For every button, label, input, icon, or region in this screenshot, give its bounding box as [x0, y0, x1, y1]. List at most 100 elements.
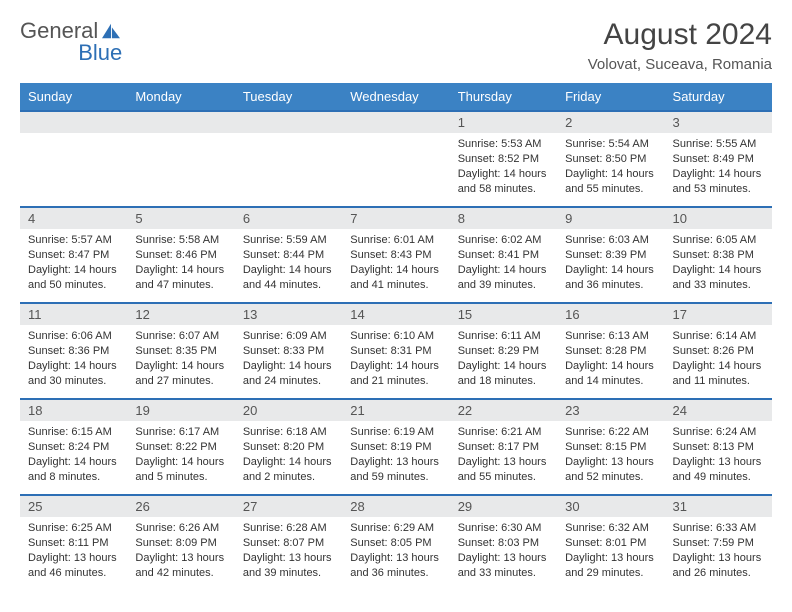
- day-number: 16: [557, 302, 664, 325]
- calendar-day-cell: 26Sunrise: 6:26 AMSunset: 8:09 PMDayligh…: [127, 494, 234, 590]
- weekday-header: Tuesday: [235, 83, 342, 110]
- calendar-day-cell: 5Sunrise: 5:58 AMSunset: 8:46 PMDaylight…: [127, 206, 234, 302]
- calendar-day-cell: 29Sunrise: 6:30 AMSunset: 8:03 PMDayligh…: [450, 494, 557, 590]
- day-details: Sunrise: 6:26 AMSunset: 8:09 PMDaylight:…: [127, 517, 234, 586]
- day-details: Sunrise: 6:05 AMSunset: 8:38 PMDaylight:…: [665, 229, 772, 298]
- day-details: Sunrise: 6:10 AMSunset: 8:31 PMDaylight:…: [342, 325, 449, 394]
- day-number: 24: [665, 398, 772, 421]
- day-details: Sunrise: 6:32 AMSunset: 8:01 PMDaylight:…: [557, 517, 664, 586]
- day-number: [342, 110, 449, 133]
- day-number: 31: [665, 494, 772, 517]
- calendar-day-cell: 17Sunrise: 6:14 AMSunset: 8:26 PMDayligh…: [665, 302, 772, 398]
- calendar-day-cell: 3Sunrise: 5:55 AMSunset: 8:49 PMDaylight…: [665, 110, 772, 206]
- day-details: Sunrise: 6:15 AMSunset: 8:24 PMDaylight:…: [20, 421, 127, 490]
- day-number: 3: [665, 110, 772, 133]
- day-number: 9: [557, 206, 664, 229]
- day-details: Sunrise: 6:11 AMSunset: 8:29 PMDaylight:…: [450, 325, 557, 394]
- day-number: 8: [450, 206, 557, 229]
- calendar-week-row: 4Sunrise: 5:57 AMSunset: 8:47 PMDaylight…: [20, 206, 772, 302]
- day-details: Sunrise: 6:03 AMSunset: 8:39 PMDaylight:…: [557, 229, 664, 298]
- calendar-day-cell: [235, 110, 342, 206]
- day-details: Sunrise: 6:30 AMSunset: 8:03 PMDaylight:…: [450, 517, 557, 586]
- day-number: [235, 110, 342, 133]
- day-details: Sunrise: 6:33 AMSunset: 7:59 PMDaylight:…: [665, 517, 772, 586]
- calendar-week-row: 25Sunrise: 6:25 AMSunset: 8:11 PMDayligh…: [20, 494, 772, 590]
- day-details: Sunrise: 6:24 AMSunset: 8:13 PMDaylight:…: [665, 421, 772, 490]
- day-number: 13: [235, 302, 342, 325]
- day-number: 7: [342, 206, 449, 229]
- day-details: Sunrise: 5:57 AMSunset: 8:47 PMDaylight:…: [20, 229, 127, 298]
- location-text: Volovat, Suceava, Romania: [588, 56, 772, 73]
- day-number: 21: [342, 398, 449, 421]
- day-number: 11: [20, 302, 127, 325]
- day-details: Sunrise: 5:59 AMSunset: 8:44 PMDaylight:…: [235, 229, 342, 298]
- calendar-day-cell: 10Sunrise: 6:05 AMSunset: 8:38 PMDayligh…: [665, 206, 772, 302]
- calendar-day-cell: 15Sunrise: 6:11 AMSunset: 8:29 PMDayligh…: [450, 302, 557, 398]
- calendar-day-cell: [342, 110, 449, 206]
- day-number: 4: [20, 206, 127, 229]
- calendar-day-cell: 21Sunrise: 6:19 AMSunset: 8:19 PMDayligh…: [342, 398, 449, 494]
- day-number: 26: [127, 494, 234, 517]
- weekday-header: Monday: [127, 83, 234, 110]
- calendar-day-cell: 23Sunrise: 6:22 AMSunset: 8:15 PMDayligh…: [557, 398, 664, 494]
- header: GeneralBlue August 2024 Volovat, Suceava…: [20, 18, 772, 73]
- calendar-week-row: 1Sunrise: 5:53 AMSunset: 8:52 PMDaylight…: [20, 110, 772, 206]
- day-details: Sunrise: 6:25 AMSunset: 8:11 PMDaylight:…: [20, 517, 127, 586]
- day-number: [20, 110, 127, 133]
- day-number: 17: [665, 302, 772, 325]
- day-number: 5: [127, 206, 234, 229]
- day-number: 20: [235, 398, 342, 421]
- calendar-day-cell: 7Sunrise: 6:01 AMSunset: 8:43 PMDaylight…: [342, 206, 449, 302]
- day-number: 10: [665, 206, 772, 229]
- calendar-day-cell: 18Sunrise: 6:15 AMSunset: 8:24 PMDayligh…: [20, 398, 127, 494]
- day-number: 19: [127, 398, 234, 421]
- calendar-day-cell: 1Sunrise: 5:53 AMSunset: 8:52 PMDaylight…: [450, 110, 557, 206]
- day-number: 28: [342, 494, 449, 517]
- calendar-day-cell: 27Sunrise: 6:28 AMSunset: 8:07 PMDayligh…: [235, 494, 342, 590]
- weekday-header: Saturday: [665, 83, 772, 110]
- calendar-day-cell: 30Sunrise: 6:32 AMSunset: 8:01 PMDayligh…: [557, 494, 664, 590]
- day-number: 18: [20, 398, 127, 421]
- day-details: Sunrise: 6:13 AMSunset: 8:28 PMDaylight:…: [557, 325, 664, 394]
- day-number: 15: [450, 302, 557, 325]
- calendar-head: SundayMondayTuesdayWednesdayThursdayFrid…: [20, 83, 772, 110]
- day-details: Sunrise: 6:29 AMSunset: 8:05 PMDaylight:…: [342, 517, 449, 586]
- calendar-week-row: 18Sunrise: 6:15 AMSunset: 8:24 PMDayligh…: [20, 398, 772, 494]
- day-details: Sunrise: 6:22 AMSunset: 8:15 PMDaylight:…: [557, 421, 664, 490]
- day-details: Sunrise: 5:58 AMSunset: 8:46 PMDaylight:…: [127, 229, 234, 298]
- logo: GeneralBlue: [20, 18, 122, 66]
- day-details: [235, 133, 342, 143]
- day-details: Sunrise: 6:01 AMSunset: 8:43 PMDaylight:…: [342, 229, 449, 298]
- weekday-header: Wednesday: [342, 83, 449, 110]
- calendar-week-row: 11Sunrise: 6:06 AMSunset: 8:36 PMDayligh…: [20, 302, 772, 398]
- calendar-day-cell: 13Sunrise: 6:09 AMSunset: 8:33 PMDayligh…: [235, 302, 342, 398]
- day-details: Sunrise: 6:19 AMSunset: 8:19 PMDaylight:…: [342, 421, 449, 490]
- day-number: 1: [450, 110, 557, 133]
- day-number: 30: [557, 494, 664, 517]
- weekday-header: Friday: [557, 83, 664, 110]
- page-title: August 2024: [588, 18, 772, 52]
- weekday-header: Sunday: [20, 83, 127, 110]
- day-details: Sunrise: 6:06 AMSunset: 8:36 PMDaylight:…: [20, 325, 127, 394]
- calendar-day-cell: 2Sunrise: 5:54 AMSunset: 8:50 PMDaylight…: [557, 110, 664, 206]
- day-number: 2: [557, 110, 664, 133]
- day-number: 23: [557, 398, 664, 421]
- calendar-day-cell: 19Sunrise: 6:17 AMSunset: 8:22 PMDayligh…: [127, 398, 234, 494]
- day-details: [20, 133, 127, 143]
- calendar-day-cell: 14Sunrise: 6:10 AMSunset: 8:31 PMDayligh…: [342, 302, 449, 398]
- calendar-day-cell: 11Sunrise: 6:06 AMSunset: 8:36 PMDayligh…: [20, 302, 127, 398]
- day-details: Sunrise: 6:28 AMSunset: 8:07 PMDaylight:…: [235, 517, 342, 586]
- day-details: Sunrise: 6:02 AMSunset: 8:41 PMDaylight:…: [450, 229, 557, 298]
- day-details: Sunrise: 6:14 AMSunset: 8:26 PMDaylight:…: [665, 325, 772, 394]
- logo-word-blue: Blue: [78, 40, 122, 65]
- day-details: Sunrise: 6:09 AMSunset: 8:33 PMDaylight:…: [235, 325, 342, 394]
- day-details: [127, 133, 234, 143]
- day-number: 6: [235, 206, 342, 229]
- calendar-day-cell: 25Sunrise: 6:25 AMSunset: 8:11 PMDayligh…: [20, 494, 127, 590]
- day-number: 29: [450, 494, 557, 517]
- calendar-table: SundayMondayTuesdayWednesdayThursdayFrid…: [20, 83, 772, 590]
- day-details: Sunrise: 5:54 AMSunset: 8:50 PMDaylight:…: [557, 133, 664, 202]
- calendar-day-cell: 28Sunrise: 6:29 AMSunset: 8:05 PMDayligh…: [342, 494, 449, 590]
- day-number: 25: [20, 494, 127, 517]
- day-number: 14: [342, 302, 449, 325]
